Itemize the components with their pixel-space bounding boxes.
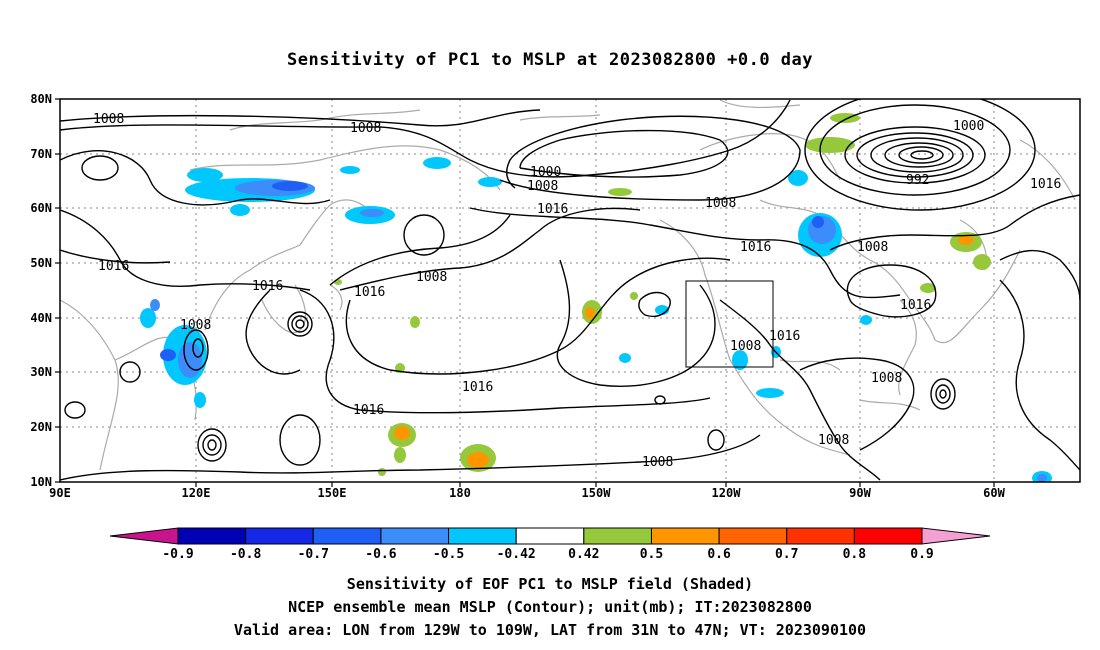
caption-shaded: Sensitivity of EOF PC1 to MSLP field (Sh…	[346, 575, 754, 593]
contour-label: 1016	[537, 202, 568, 217]
colorbar-segment	[718, 527, 788, 545]
contour-label: 1016	[769, 329, 800, 344]
contour-label: 1016	[252, 279, 283, 294]
lat-label: 30N	[30, 365, 52, 379]
colorbar-segment	[853, 527, 923, 545]
contour-label: 1016	[1030, 177, 1061, 192]
colorbar-segment	[448, 527, 517, 545]
colorbar-segment	[380, 527, 450, 545]
axis-ticks	[55, 98, 995, 487]
contour-label: 1016	[900, 298, 931, 313]
contour-labels: 1008 1008 1000 1008 1016 1008 1008 1016 …	[93, 112, 1061, 470]
colorbar-tick-label: -0.5	[433, 547, 464, 562]
lat-label: 10N	[30, 475, 52, 489]
colorbar-segment	[245, 527, 314, 545]
colorbar: -0.9 -0.8 -0.7 -0.6 -0.5 -0.42 0.42 0.5 0.6 0.7 0.…	[109, 527, 991, 562]
colorbar-tick-label: -0.9	[162, 547, 193, 562]
lon-label: 150W	[582, 486, 612, 500]
lon-label: 180	[449, 486, 471, 500]
contour-label: 1008	[350, 121, 381, 136]
contour-label: 992	[906, 173, 929, 188]
contour-label: 1000	[953, 119, 984, 134]
colorbar-tick-label: 0.8	[843, 547, 867, 562]
longitude-labels: 90E 120E 150E 180 150W 120W 90W 60W	[49, 486, 1005, 500]
contour-label: 1016	[740, 240, 771, 255]
lat-label: 60N	[30, 201, 52, 215]
colorbar-segment	[583, 527, 652, 545]
lon-label: 150E	[318, 486, 347, 500]
gridlines	[60, 99, 1080, 482]
colorbar-tick-label: -0.7	[298, 547, 329, 562]
figure-title: Sensitivity of PC1 to MSLP at 2023082800…	[286, 50, 813, 70]
contour-label: 1016	[354, 285, 385, 300]
lon-label: 120E	[182, 486, 211, 500]
latitude-labels: 80N 70N 60N 50N 40N 30N 20N 10N	[30, 92, 52, 489]
lon-label: 120W	[712, 486, 742, 500]
colorbar-segment	[312, 527, 382, 545]
lon-label: 90W	[849, 486, 871, 500]
contour-label: 1008	[93, 112, 124, 127]
colorbar-tick-label: -0.42	[497, 547, 536, 562]
caption-contour: NCEP ensemble mean MSLP (Contour); unit(…	[288, 598, 812, 616]
colorbar-tick-label: 0.42	[568, 547, 599, 562]
contour-label: 1008	[705, 196, 736, 211]
contour-label: 1016	[462, 380, 493, 395]
colorbar-segment	[177, 527, 247, 545]
lat-label: 40N	[30, 311, 52, 325]
contour-label: 1008	[871, 371, 902, 386]
colorbar-tick-label: -0.6	[365, 547, 396, 562]
plot-frame	[59, 98, 1081, 483]
lat-label: 80N	[30, 92, 52, 106]
colorbar-tick-label: 0.9	[910, 547, 933, 562]
contour-label: 1008	[416, 270, 447, 285]
contour-label: 1000	[530, 165, 561, 180]
contour-label: 1008	[730, 339, 761, 354]
valid-area-box	[685, 280, 774, 368]
colorbar-tick-label: 0.5	[640, 547, 663, 562]
colorbar-tick-label: 0.7	[775, 547, 798, 562]
contour-label: 1016	[98, 259, 129, 274]
lat-label: 50N	[30, 256, 52, 270]
colorbar-segment	[650, 527, 720, 545]
colorbar-segment	[515, 527, 585, 545]
contour-label: 1008	[818, 433, 849, 448]
mslp-contours	[60, 99, 1080, 481]
contour-label: 1016	[353, 403, 384, 418]
lat-label: 20N	[30, 420, 52, 434]
colorbar-segment	[786, 527, 855, 545]
contour-label: 1008	[857, 240, 888, 255]
contour-label: 1008	[642, 455, 673, 470]
contour-label: 1008	[180, 318, 211, 333]
lon-label: 90E	[49, 486, 71, 500]
colorbar-tick-label: -0.8	[230, 547, 261, 562]
coastlines	[60, 99, 1076, 471]
colorbar-low-triangle	[109, 527, 179, 545]
caption-valid-area: Valid area: LON from 129W to 109W, LAT f…	[233, 621, 867, 639]
colorbar-high-triangle	[921, 527, 991, 545]
lat-label: 70N	[30, 147, 52, 161]
contour-label: 1008	[527, 179, 558, 194]
lon-label: 60W	[983, 486, 1005, 500]
colorbar-tick-label: 0.6	[707, 547, 731, 562]
